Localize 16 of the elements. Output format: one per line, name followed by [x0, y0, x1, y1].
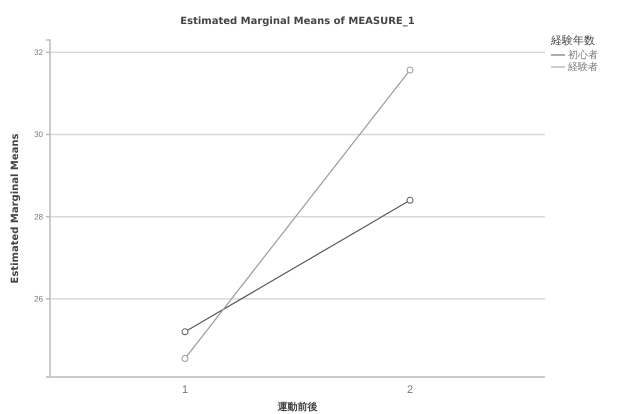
y-tick-label: 32	[34, 48, 44, 57]
point	[182, 328, 188, 336]
y-axis-title: Estimated Marginal Means	[10, 134, 21, 284]
y-tick-label: 28	[34, 212, 44, 222]
legend-title: 経験年数	[550, 34, 595, 47]
point	[406, 196, 414, 204]
point	[182, 355, 188, 362]
y-tick-label: 26	[34, 294, 44, 304]
x-tick-label: 1	[182, 384, 188, 396]
x-axis-title: 運動前後	[276, 401, 318, 413]
legend-label: 経験者	[567, 61, 598, 73]
point	[406, 66, 414, 74]
x-tick-label: 2	[406, 384, 414, 396]
legend-label: 初心者	[568, 49, 598, 61]
y-tick-label: 30	[34, 130, 44, 140]
chart-title: Estimated Marginal Means of MEASURE_1	[180, 16, 415, 27]
